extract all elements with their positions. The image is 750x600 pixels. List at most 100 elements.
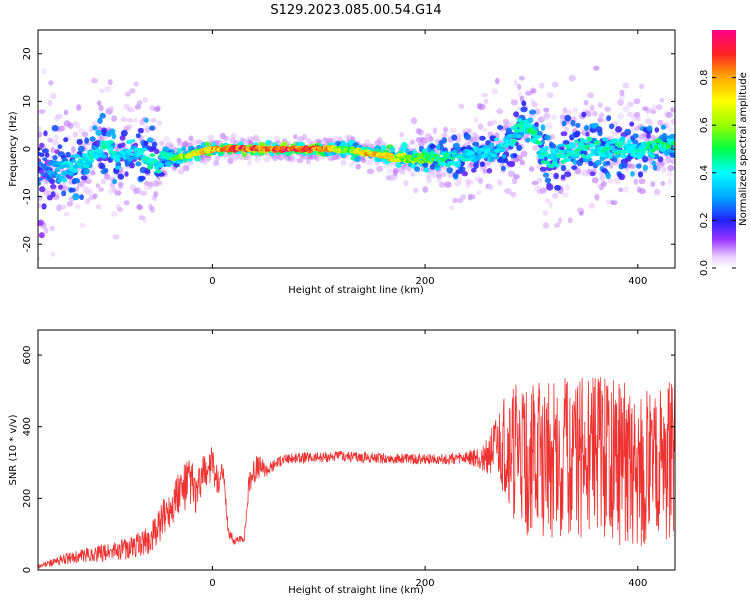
spectral-blob [531, 180, 539, 186]
spectral-blob [48, 80, 54, 86]
spectral-blob [59, 204, 67, 210]
spectral-blob [146, 137, 154, 143]
spectral-blob [414, 166, 421, 172]
spectral-blob [494, 77, 500, 85]
spectral-blob [549, 148, 557, 154]
spectral-blob [540, 160, 547, 165]
spectral-blob [135, 161, 142, 167]
spectral-blob [470, 151, 476, 155]
spectral-blob [99, 163, 106, 170]
spectral-blob [650, 181, 656, 188]
spectral-blob [600, 180, 607, 187]
spectral-blob [181, 146, 187, 152]
spectral-blob [366, 168, 375, 175]
spectral-blob [650, 148, 656, 153]
spectral-blob [401, 141, 408, 149]
spectral-blob [529, 109, 537, 115]
spectral-blob [618, 173, 625, 181]
spectral-blob [478, 103, 486, 111]
spectral-blob [479, 161, 485, 167]
spectral-blob [554, 184, 561, 191]
spectral-blob [623, 186, 629, 193]
spectral-blob [98, 187, 104, 193]
spectral-blob [194, 154, 201, 162]
spectral-blob [104, 173, 111, 180]
spectral-blob [456, 137, 461, 144]
spectral-blob [399, 169, 406, 175]
colorbar-gradient [712, 30, 736, 268]
spectrogram-ticks: 0 200 400 -20 -10 0 10 20 [22, 30, 675, 287]
spectral-blob [50, 147, 56, 153]
spectral-blob [482, 145, 489, 149]
spectral-blob [618, 187, 624, 193]
spectral-blob [92, 193, 98, 199]
spectral-blob [570, 119, 576, 127]
spectral-blob [547, 164, 555, 169]
spectral-blob [153, 191, 159, 198]
spectral-blob [606, 115, 612, 122]
spectral-blob [44, 152, 50, 158]
spectral-blob [109, 128, 116, 134]
spectral-blob [90, 77, 99, 84]
spectral-blob [546, 183, 554, 191]
spectral-blob [544, 145, 549, 151]
spectral-blob [617, 99, 625, 106]
spectral-blob [542, 210, 549, 216]
spectral-blob [670, 107, 675, 113]
spectral-blob [656, 104, 663, 111]
spectral-blob [281, 141, 288, 147]
spectral-blob [657, 156, 664, 163]
spectral-blob [39, 142, 45, 149]
spectral-blob [301, 133, 307, 141]
spectral-blob [525, 137, 531, 143]
spectral-blob [498, 180, 503, 187]
spectral-blob [512, 153, 518, 158]
spectral-blob [624, 128, 632, 136]
spectral-blob [646, 133, 651, 139]
spectral-blob [549, 143, 557, 150]
spectral-blob [448, 205, 455, 211]
spectral-blob [511, 138, 518, 144]
spectral-blob [435, 155, 441, 159]
spectral-blob [151, 141, 158, 147]
spectral-blob [92, 125, 98, 131]
spectral-blob [364, 138, 371, 146]
spectral-blob [206, 155, 212, 162]
spectral-blob [99, 88, 105, 94]
spectral-blob [72, 193, 80, 201]
spectral-blob [130, 139, 136, 143]
spectral-blob [547, 172, 555, 178]
spectral-blob [554, 163, 560, 168]
spectral-blob [399, 132, 405, 138]
spectral-blob [75, 178, 81, 184]
spectral-blob [562, 192, 570, 198]
spectral-blob [35, 307, 41, 313]
spectral-blob [133, 117, 138, 123]
spectral-blob [493, 137, 500, 142]
spectral-blob [632, 133, 639, 139]
spectral-blob [314, 156, 320, 162]
spectral-blob [205, 141, 211, 147]
spectral-blob [72, 131, 79, 138]
spectral-blob [595, 126, 603, 133]
spectral-blob [568, 74, 576, 82]
spectral-blob [518, 75, 525, 81]
spectral-blob [633, 98, 641, 105]
spectral-blob [444, 181, 452, 188]
spectral-blob [626, 139, 632, 145]
spectral-blob [560, 174, 566, 180]
spectral-blob [519, 160, 525, 166]
spectral-blob [107, 79, 113, 86]
spectral-blob [669, 133, 675, 140]
spectral-blob [38, 195, 43, 201]
spectral-blob [473, 162, 479, 170]
spectral-blob [144, 127, 150, 133]
spectral-blob [61, 190, 67, 197]
spectral-blob [96, 100, 102, 106]
spectral-blob [564, 114, 572, 122]
spectral-blob [98, 104, 104, 112]
spectral-blob [572, 107, 579, 113]
spectral-blob [588, 202, 596, 209]
spectral-blob [666, 144, 672, 149]
snr-ticks: 0 200 400 0 200 400 600 [22, 330, 675, 589]
